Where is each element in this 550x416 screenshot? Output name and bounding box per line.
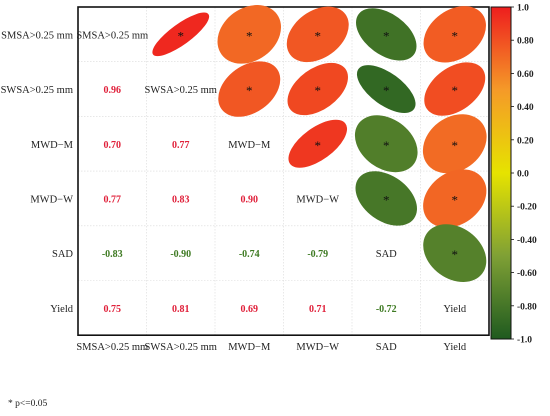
diagonal-label: MWD−M [228,140,271,151]
significance-star: * [383,28,390,43]
diagonal-label: SMSA>0.25 mm [76,30,148,41]
row-label: SMSA>0.25 mm [1,30,73,41]
colorbar-tick-label: -0.40 [517,236,537,246]
colorbar-tick-label: 1.0 [517,4,529,14]
column-label: MWD−M [228,342,271,353]
correlation-value: -0.72 [376,304,397,315]
significance-star: * [246,83,253,98]
correlation-value: -0.90 [170,249,191,260]
significance-star: * [452,192,459,207]
colorbar-gradient [490,6,512,340]
significance-star: * [452,247,459,262]
plot-area: SMSA>0.25 mm * * * * * 0.96 SWSA>0.25 mm * * * * 0.7… [1,5,490,353]
row-label: MWD−W [30,194,73,205]
correlation-ellipse [286,6,349,63]
column-label: SMSA>0.25 mm [76,342,148,353]
significance-note: * p<=0.05 [8,399,48,409]
diagonal-label: SAD [376,249,397,260]
colorbar-tick-label: -1.0 [517,336,532,346]
correlation-value: 0.96 [104,85,122,96]
column-label: SAD [376,342,397,353]
correlation-value: 0.70 [104,140,122,151]
correlation-value: 0.75 [104,304,122,315]
correlation-ellipse [288,119,348,168]
colorbar-tick-label: 0.60 [517,70,534,80]
correlation-value: 0.83 [172,194,190,205]
correlation-ellipse [423,224,487,283]
significance-star: * [452,83,459,98]
significance-star: * [315,83,322,98]
correlation-ellipse [423,169,487,228]
correlation-ellipse [356,8,417,61]
diagonal-label: MWD−W [296,194,339,205]
correlation-ellipse [355,171,417,226]
correlation-value: 0.81 [172,304,190,315]
colorbar-tick-label: 0.0 [517,170,529,180]
correlation-ellipse [423,6,486,63]
correlation-value: 0.77 [104,194,122,205]
correlation-value: 0.90 [241,194,259,205]
correlation-ellipse [356,65,416,114]
row-label: MWD−M [31,140,74,151]
correlation-value: 0.69 [241,304,259,315]
significance-star: * [315,138,322,153]
colorbar-tick-label: -0.80 [517,302,537,312]
significance-star: * [315,28,322,43]
correlation-ellipse [287,62,348,116]
correlation-ellipse [152,12,210,57]
significance-star: * [246,28,253,43]
diagonal-label: Yield [443,304,466,315]
row-label: SWSA>0.25 mm [1,85,73,96]
row-label: Yield [50,304,73,315]
significance-star: * [383,83,390,98]
correlation-value: 0.77 [172,140,190,151]
correlation-ellipse [424,62,486,116]
significance-star: * [178,28,185,43]
column-label: Yield [443,342,466,353]
significance-star: * [452,28,459,43]
correlation-ellipse [218,61,281,117]
significance-star: * [383,192,390,207]
colorbar: 1.0 0.80 0.60 0.40 0.20 0.0 -0.20 -0.40 -0.60 -0.… [490,4,537,346]
correlation-value: 0.71 [309,304,327,315]
colorbar-tick-label: 0.80 [517,37,534,47]
column-label: SWSA>0.25 mm [145,342,217,353]
correlation-ellipse [422,114,487,174]
colorbar-tick-label: -0.20 [517,203,537,213]
correlation-value: -0.79 [307,249,328,260]
colorbar-tick-label: 0.40 [517,103,534,113]
column-label: MWD−W [296,342,339,353]
colorbar-tick-label: -0.60 [517,269,537,279]
colorbar-tick-label: 0.20 [517,136,534,146]
correlation-ellipse [217,5,281,64]
correlation-value: -0.83 [102,249,123,260]
correlation-ellipse [354,115,418,173]
diagonal-label: SWSA>0.25 mm [145,85,217,96]
plot-frame [77,6,490,337]
significance-star: * [383,138,390,153]
significance-star: * [452,138,459,153]
row-label: SAD [52,249,73,260]
correlation-value: -0.74 [239,249,260,260]
